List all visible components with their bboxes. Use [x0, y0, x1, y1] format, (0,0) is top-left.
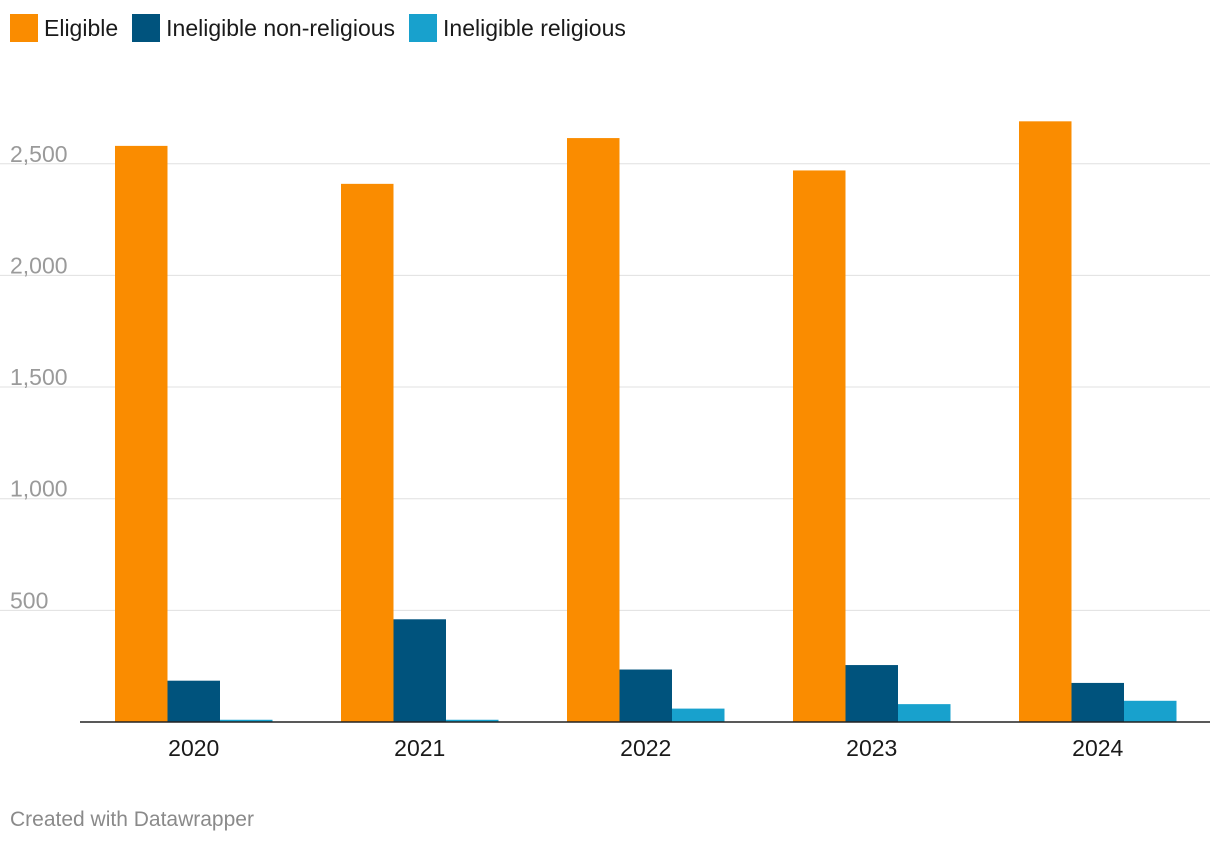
bar — [167, 680, 220, 722]
x-tick-label: 2021 — [394, 735, 445, 761]
bar — [115, 145, 168, 723]
footer-credit: Created with Datawrapper — [10, 808, 254, 831]
bar — [845, 665, 898, 722]
bar — [341, 183, 394, 723]
y-tick-label: 2,000 — [10, 252, 68, 278]
bar — [793, 170, 846, 723]
x-tick-label: 2022 — [620, 735, 671, 761]
legend-label-ineligible-non-religious: Ineligible non-religious — [166, 14, 396, 41]
legend-swatch-ineligible-non-religious — [132, 14, 161, 42]
bar — [1019, 121, 1072, 722]
legend-item-eligible: Eligible — [10, 14, 118, 42]
bar — [672, 708, 725, 722]
legend-label-ineligible-religious: Ineligible religious — [443, 14, 626, 41]
legend-swatch-eligible — [10, 14, 38, 42]
legend-label-eligible: Eligible — [44, 14, 119, 41]
y-tick-label: 1,500 — [10, 364, 68, 390]
x-tick-label: 2024 — [1072, 735, 1123, 761]
bar — [567, 138, 620, 722]
bar — [898, 704, 951, 722]
bar — [446, 719, 499, 722]
y-tick-label: 1,000 — [10, 476, 68, 502]
bar — [1124, 700, 1177, 722]
legend-item-ineligible-non-religious: Ineligible non-religious — [132, 14, 395, 42]
legend-item-ineligible-religious: Ineligible religious — [409, 14, 626, 42]
y-tick-label: 2,500 — [10, 141, 68, 167]
bar — [393, 619, 446, 722]
bar — [220, 719, 273, 722]
y-tick-label: 500 — [10, 587, 48, 613]
x-tick-label: 2023 — [846, 735, 897, 761]
bar — [619, 669, 672, 722]
bar — [1071, 682, 1124, 722]
legend-swatch-ineligible-religious — [409, 14, 438, 42]
legend: Eligible Ineligible non-religious Inelig… — [10, 12, 640, 44]
x-tick-label: 2020 — [168, 735, 219, 761]
